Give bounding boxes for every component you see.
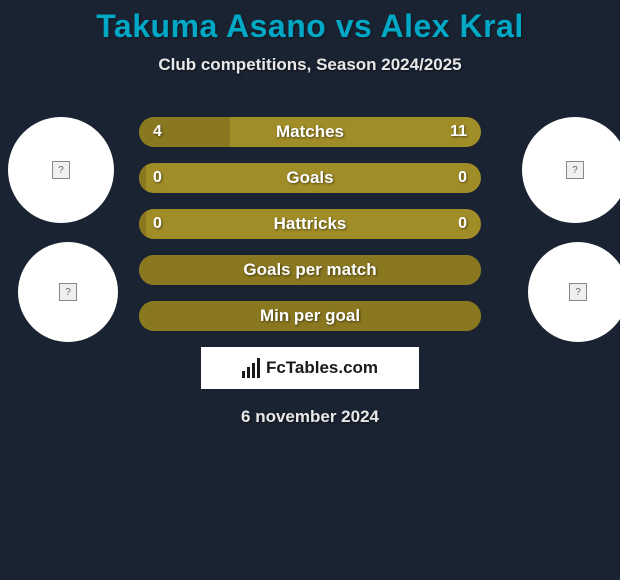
player-1-avatar: ? xyxy=(8,117,114,223)
player-2-avatar: ? xyxy=(522,117,620,223)
image-placeholder-icon: ? xyxy=(52,161,70,179)
image-placeholder-icon: ? xyxy=(59,283,77,301)
stat-label: Min per goal xyxy=(139,301,481,331)
stats-area: ? ? ? ? 4Matches110Goals00Hattricks0Goal… xyxy=(0,117,620,427)
stat-bar: 4Matches11 xyxy=(139,117,481,147)
stat-label: Goals per match xyxy=(139,255,481,285)
club-2-avatar: ? xyxy=(528,242,620,342)
stat-bar: 0Goals0 xyxy=(139,163,481,193)
stat-bar: 0Hattricks0 xyxy=(139,209,481,239)
club-1-avatar: ? xyxy=(18,242,118,342)
stat-value-right: 0 xyxy=(458,163,467,193)
branding-text: FcTables.com xyxy=(266,358,378,378)
stats-bars: 4Matches110Goals00Hattricks0Goals per ma… xyxy=(139,117,481,331)
image-placeholder-icon: ? xyxy=(566,161,584,179)
stat-bar: Min per goal xyxy=(139,301,481,331)
stat-value-right: 11 xyxy=(450,117,467,147)
image-placeholder-icon: ? xyxy=(569,283,587,301)
stat-label: Matches xyxy=(139,117,481,147)
stat-bar: Goals per match xyxy=(139,255,481,285)
page-title: Takuma Asano vs Alex Kral xyxy=(0,8,620,45)
stat-value-right: 0 xyxy=(458,209,467,239)
branding-badge: FcTables.com xyxy=(201,347,419,389)
stat-label: Goals xyxy=(139,163,481,193)
stat-label: Hattricks xyxy=(139,209,481,239)
bars-chart-icon xyxy=(242,358,260,378)
subtitle: Club competitions, Season 2024/2025 xyxy=(0,55,620,75)
footer-date: 6 november 2024 xyxy=(0,407,620,427)
